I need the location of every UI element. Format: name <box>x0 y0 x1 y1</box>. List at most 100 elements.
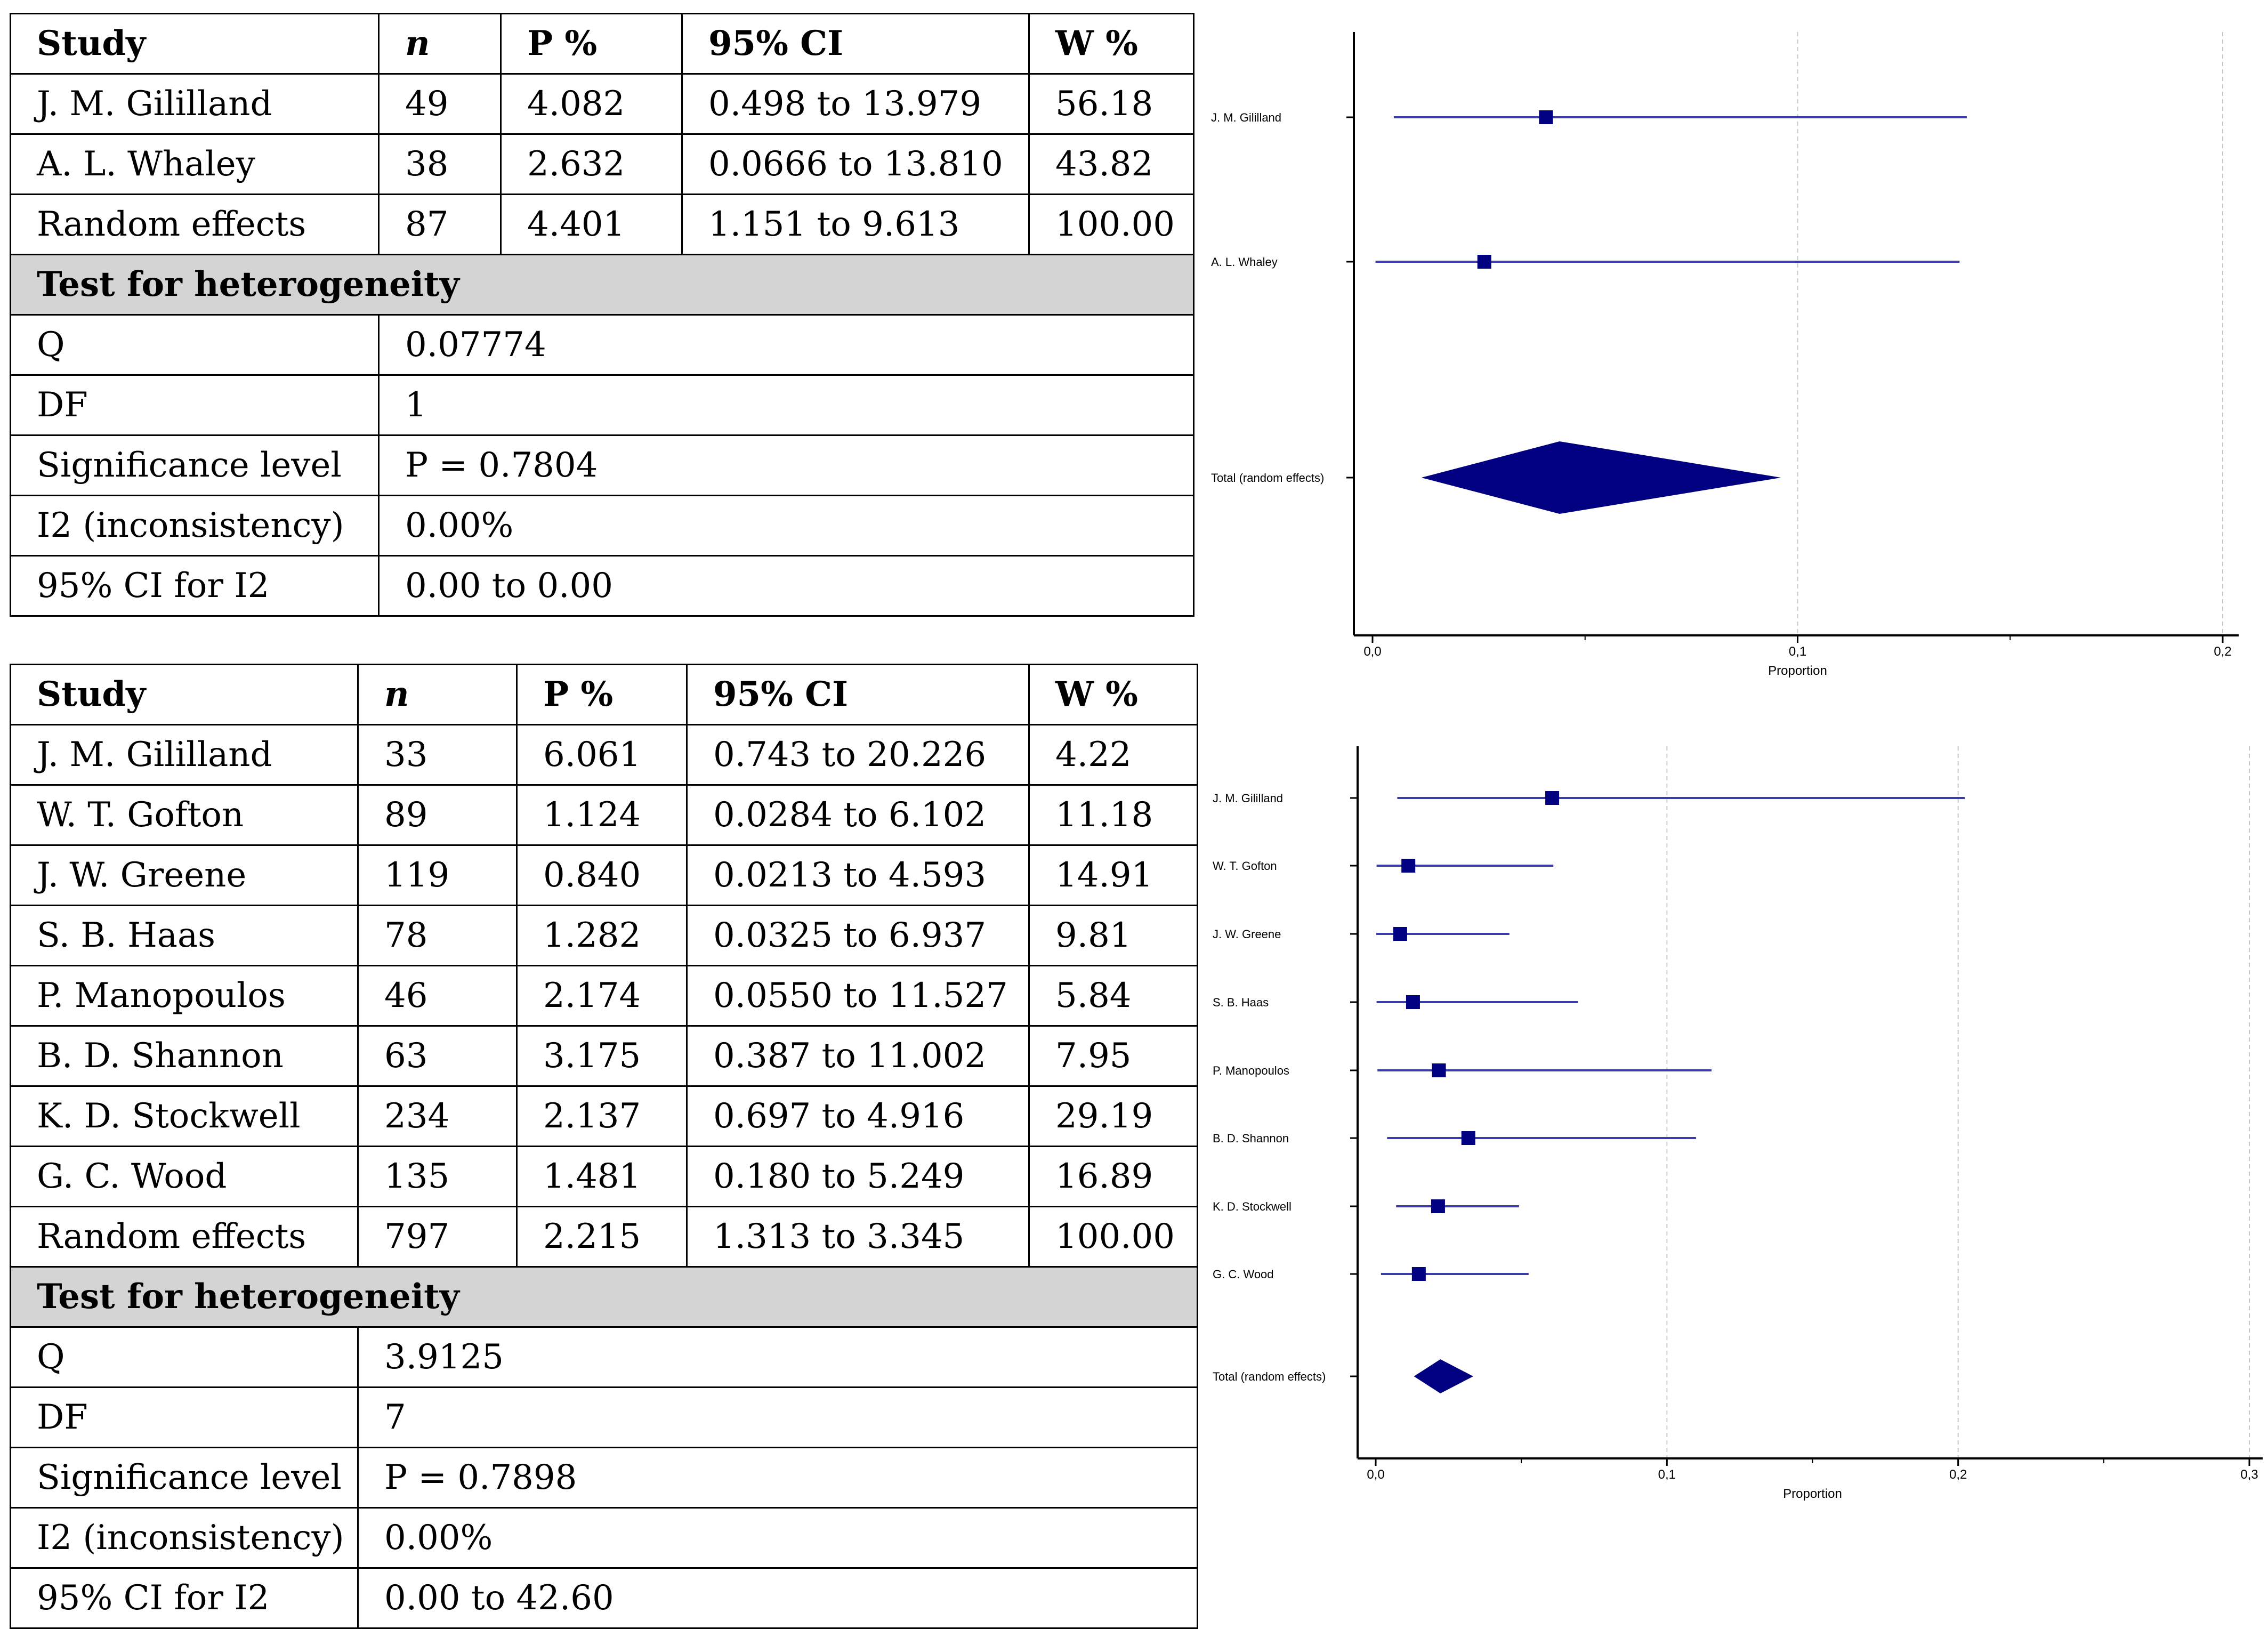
cell-ci: 1.313 to 3.345 <box>686 1206 1030 1268</box>
header-weight: W % <box>1028 13 1194 75</box>
heterogeneity-band: Test for heterogeneity <box>10 1266 1198 1328</box>
het-row: DF 7 <box>10 1386 1198 1448</box>
total-label: Total (random effects) <box>1213 1370 1326 1383</box>
het-row: 95% CI for I2 0.00 to 0.00 <box>10 555 1194 617</box>
cell-ci: 0.0666 to 13.810 <box>681 133 1030 195</box>
het-label: 95% CI for I2 <box>10 1567 359 1629</box>
cell-study: Random effects <box>10 193 380 255</box>
point-estimate <box>1393 927 1407 941</box>
results-table-2: Study n P % 95% CI W % J. M. Gililland 3… <box>10 664 1198 1629</box>
table-row: K. D. Stockwell 234 2.137 0.697 to 4.916… <box>10 1085 1198 1147</box>
cell-ci: 0.180 to 5.249 <box>686 1146 1030 1207</box>
table-row: Random effects 797 2.215 1.313 to 3.345 … <box>10 1206 1198 1268</box>
het-value: 0.00 to 42.60 <box>357 1567 1198 1629</box>
het-value: 0.00 to 0.00 <box>378 555 1194 617</box>
x-tick-label: 0,2 <box>2214 644 2231 659</box>
cell-p: 2.174 <box>516 965 688 1027</box>
cell-weight: 16.89 <box>1028 1146 1198 1207</box>
cell-weight: 5.84 <box>1028 965 1198 1027</box>
cell-p: 1.282 <box>516 905 688 966</box>
point-estimate <box>1431 1199 1445 1213</box>
het-row: Q 0.07774 <box>10 314 1194 376</box>
point-estimate <box>1411 1267 1426 1281</box>
x-tick-label: 0,0 <box>1363 644 1381 659</box>
header-weight: W % <box>1028 664 1198 725</box>
cell-study: J. M. Gililland <box>10 73 380 135</box>
het-label: I2 (inconsistency) <box>10 495 380 557</box>
cell-n: 46 <box>357 965 518 1027</box>
heterogeneity-title: Test for heterogeneity <box>10 1266 1198 1328</box>
table-row: G. C. Wood 135 1.481 0.180 to 5.249 16.8… <box>10 1146 1198 1207</box>
header-study: Study <box>10 664 359 725</box>
table-row: S. B. Haas 78 1.282 0.0325 to 6.937 9.81 <box>10 905 1198 966</box>
study-label: J. M. Gililland <box>1211 111 1281 124</box>
table-header-row: Study n P % 95% CI W % <box>10 664 1198 725</box>
cell-p: 2.632 <box>500 133 683 195</box>
point-estimate <box>1406 995 1420 1009</box>
header-p-percent: P % <box>516 664 688 725</box>
cell-weight: 29.19 <box>1028 1085 1198 1147</box>
het-row: I2 (inconsistency) 0.00% <box>10 1507 1198 1569</box>
pooled-diamond <box>1421 441 1781 514</box>
table-row: P. Manopoulos 46 2.174 0.0550 to 11.527 … <box>10 965 1198 1027</box>
het-label: DF <box>10 1386 359 1448</box>
table-row: W. T. Gofton 89 1.124 0.0284 to 6.102 11… <box>10 784 1198 846</box>
het-label: Significance level <box>10 1447 359 1509</box>
cell-ci: 1.151 to 9.613 <box>681 193 1030 255</box>
results-table-1: Study n P % 95% CI W % J. M. Gililland 4… <box>10 13 1194 617</box>
table-row: J. M. Gililland 49 4.082 0.498 to 13.979… <box>10 73 1194 135</box>
cell-n: 38 <box>378 133 502 195</box>
het-value: 1 <box>378 374 1194 436</box>
header-n: n <box>357 664 518 725</box>
cell-study: Random effects <box>10 1206 359 1268</box>
cell-ci: 0.0284 to 6.102 <box>686 784 1030 846</box>
cell-study: W. T. Gofton <box>10 784 359 846</box>
het-value: 0.00% <box>357 1507 1198 1569</box>
het-row: Significance level P = 0.7898 <box>10 1447 1198 1509</box>
cell-weight: 14.91 <box>1028 844 1198 906</box>
cell-study: J. M. Gililland <box>10 724 359 786</box>
cell-weight: 7.95 <box>1028 1025 1198 1087</box>
cell-study: A. L. Whaley <box>10 133 380 195</box>
het-label: Q <box>10 1326 359 1388</box>
point-estimate <box>1401 859 1416 873</box>
cell-p: 1.481 <box>516 1146 688 1207</box>
het-row: 95% CI for I2 0.00 to 42.60 <box>10 1567 1198 1629</box>
point-estimate <box>1477 255 1491 269</box>
cell-n: 63 <box>357 1025 518 1087</box>
cell-n: 49 <box>378 73 502 135</box>
total-label: Total (random effects) <box>1211 471 1324 485</box>
header-p-percent: P % <box>500 13 683 75</box>
cell-study: B. D. Shannon <box>10 1025 359 1087</box>
het-row: Q 3.9125 <box>10 1326 1198 1388</box>
het-label: Significance level <box>10 434 380 496</box>
cell-p: 0.840 <box>516 844 688 906</box>
cell-n: 87 <box>378 193 502 255</box>
x-tick-label: 0,1 <box>1658 1467 1676 1482</box>
cell-weight: 56.18 <box>1028 73 1194 135</box>
cell-n: 33 <box>357 724 518 786</box>
study-label: K. D. Stockwell <box>1213 1200 1292 1213</box>
cell-n: 797 <box>357 1206 518 1268</box>
cell-study: G. C. Wood <box>10 1146 359 1207</box>
study-label: B. D. Shannon <box>1213 1132 1289 1145</box>
cell-weight: 4.22 <box>1028 724 1198 786</box>
cell-weight: 43.82 <box>1028 133 1194 195</box>
x-axis-label: Proportion <box>1783 1487 1842 1501</box>
cell-p: 4.082 <box>500 73 683 135</box>
het-label: DF <box>10 374 380 436</box>
cell-n: 135 <box>357 1146 518 1207</box>
point-estimate <box>1461 1131 1475 1145</box>
cell-ci: 0.0550 to 11.527 <box>686 965 1030 1027</box>
forest-plot-2: 0,0 0,1 0,2 0,3 Proportion J. M. Gililland W. … <box>1213 746 2263 1501</box>
table-row: B. D. Shannon 63 3.175 0.387 to 11.002 7… <box>10 1025 1198 1087</box>
pooled-diamond <box>1414 1359 1474 1393</box>
cell-p: 2.137 <box>516 1085 688 1147</box>
heterogeneity-title: Test for heterogeneity <box>10 254 1194 316</box>
cell-weight: 11.18 <box>1028 784 1198 846</box>
het-label: 95% CI for I2 <box>10 555 380 617</box>
x-tick-label: 0,3 <box>2240 1467 2258 1482</box>
point-estimate <box>1539 110 1553 124</box>
cell-n: 89 <box>357 784 518 846</box>
cell-weight: 100.00 <box>1028 193 1194 255</box>
